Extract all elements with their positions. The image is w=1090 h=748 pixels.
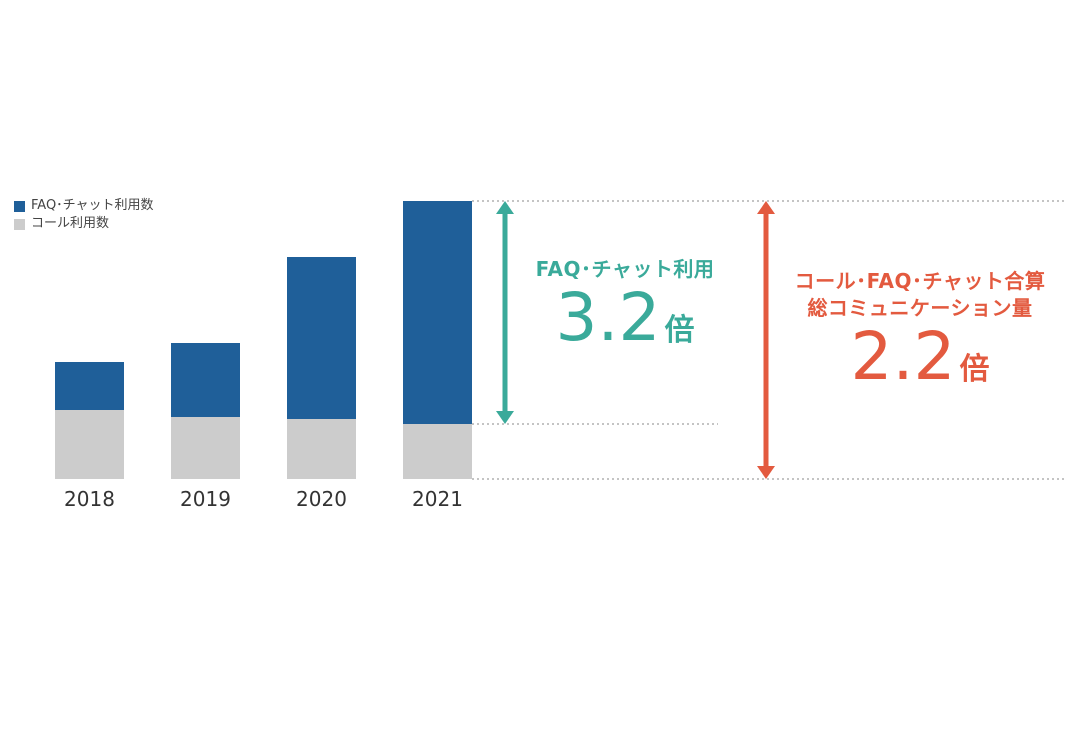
faq-growth-unit: 倍	[664, 313, 695, 348]
x-tick-label-2019: 2019	[180, 487, 231, 511]
total-growth-arrow-head-down	[757, 466, 775, 479]
chart-legend: FAQ･チャット利用数 コール利用数	[14, 197, 154, 233]
legend-label-call: コール利用数	[31, 216, 110, 231]
total-growth-arrow-head-up	[757, 201, 775, 214]
total-growth-label-line2: 総コミュニケーション量	[807, 296, 1033, 320]
total-growth-value: 2.2 倍	[851, 322, 990, 392]
bar-call-2019	[171, 417, 240, 479]
total-growth-unit: 倍	[959, 352, 990, 387]
faq-growth-label: FAQ･チャット利用	[535, 257, 715, 281]
total-growth-number: 2.2	[850, 318, 956, 395]
faq-growth-value: 3.2 倍	[556, 283, 695, 353]
bar-faq-2018	[55, 362, 124, 410]
legend-item-faq: FAQ･チャット利用数	[14, 197, 154, 215]
x-tick-label-2020: 2020	[296, 487, 347, 511]
faq-growth-arrow-head-down	[496, 411, 514, 424]
total-growth-label-line1: コール･FAQ･チャット合算	[794, 269, 1046, 293]
bar-call-2018	[55, 410, 124, 479]
bar-faq-2021	[403, 201, 472, 424]
legend-swatch-call	[14, 218, 25, 230]
legend-swatch-faq	[14, 200, 25, 212]
faq-growth-arrow-head-up	[496, 201, 514, 214]
x-tick-label-2018: 2018	[64, 487, 115, 511]
total-growth-callout: コール･FAQ･チャット合算 総コミュニケーション量 2.2 倍	[790, 268, 1050, 392]
faq-growth-callout: FAQ･チャット利用 3.2 倍	[520, 256, 730, 353]
x-tick-label-2021: 2021	[412, 487, 463, 511]
bar-faq-2020	[287, 257, 356, 419]
bar-faq-2019	[171, 343, 240, 417]
bar-call-2021	[403, 424, 472, 479]
legend-item-call: コール利用数	[14, 215, 154, 233]
faq-growth-number: 3.2	[555, 279, 661, 356]
legend-label-faq: FAQ･チャット利用数	[31, 198, 154, 213]
bar-call-2020	[287, 419, 356, 479]
